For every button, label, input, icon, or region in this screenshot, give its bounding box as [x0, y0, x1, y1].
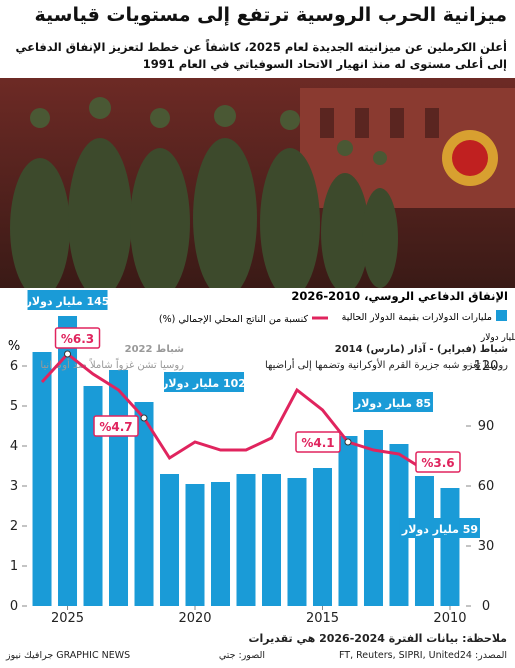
y-tick-label: 3 [10, 479, 18, 494]
value-label-bg [27, 290, 108, 310]
legend-swatch [496, 310, 507, 321]
line [40, 351, 451, 472]
bar [389, 444, 409, 606]
y-tick-label: 4 [10, 439, 18, 454]
bar [287, 478, 307, 606]
bar [363, 430, 383, 606]
value-label: 59 مليار دولار [401, 523, 478, 536]
bar [414, 476, 434, 606]
bar [440, 488, 460, 606]
y-tick-label: 5 [10, 399, 18, 414]
photo-credit: الصور: جتي [218, 650, 265, 661]
bar [109, 370, 129, 606]
subtitle: إلى أعلى مستوى له منذ انهيار الاتحاد الس… [142, 57, 507, 71]
value-label-bg [93, 415, 139, 437]
y2-tick-label: 30 [478, 539, 495, 554]
value-label: 145 مليار دولار [25, 295, 110, 308]
x-tick-label: 2020 [178, 611, 211, 626]
x-tick-label: 2010 [433, 611, 466, 626]
bar [236, 474, 256, 606]
value-label: 85 مليار دولار [354, 397, 431, 410]
y2-tick-label: 0 [482, 599, 490, 614]
bar [338, 436, 358, 606]
note: ملاحظة: بيانات الفترة 2024-2026 هي تقدير… [248, 632, 507, 645]
y-tick-label: 6 [10, 359, 18, 374]
photo [0, 78, 515, 288]
subtitle: أعلن الكرملين عن ميزانيته الجديدة لعام 2… [15, 40, 507, 54]
value-label: %6.3 [61, 332, 94, 346]
point [64, 350, 72, 358]
value-label-bg [399, 518, 480, 538]
bar [160, 474, 180, 606]
y-axis-label: % [8, 339, 20, 354]
legend-title: الإنفاق الدفاعي الروسي، 2010-2026 [291, 289, 508, 304]
legend-label: مليارات الدولارات بقيمة الدولار الحالية [342, 312, 492, 323]
bar [261, 474, 281, 606]
value-label-bg [352, 392, 433, 412]
x-tick-label: 2015 [306, 611, 339, 626]
source: المصدر: FT, Reuters, SIPRI, United24 [338, 650, 507, 661]
value-label: %4.7 [99, 420, 132, 434]
legend-label: كنسبة من الناتج المحلي الإجمالي (%) [159, 314, 309, 325]
y2-tick-label: 90 [478, 419, 495, 434]
annotation-text: روسيا تغزو شبه جزيرة القرم الأوكرانية وت… [265, 358, 508, 371]
x-tick-label: 2025 [51, 611, 84, 626]
y2-tick-label: 120 [474, 359, 499, 374]
bar [83, 386, 103, 606]
value-label-bg [164, 372, 245, 392]
value-label-bg [295, 431, 341, 453]
point [344, 438, 352, 446]
bar [185, 484, 205, 606]
credit: GRAPHIC NEWS جرافيك نيوز [6, 650, 131, 661]
bar [312, 468, 332, 606]
bar [134, 402, 154, 606]
annotation-title: شباط (فبراير) - آذار (مارس) 2014 [335, 342, 508, 355]
value-label: 102 مليار دولار [161, 377, 246, 390]
bar [32, 352, 52, 606]
y-tick-label: 1 [10, 559, 18, 574]
value-label: %3.6 [421, 456, 454, 470]
annotation-title: شباط 2022 [125, 344, 185, 355]
bar [58, 316, 78, 606]
value-label-bg [54, 327, 101, 349]
y-tick-label: 0 [10, 599, 18, 614]
y2-axis-label: مليار دولار [480, 333, 515, 343]
y2-tick-label: 60 [478, 479, 495, 494]
title: ميزانية الحرب الروسية ترتفع إلى مستويات … [34, 4, 507, 26]
value-label: %4.1 [301, 436, 334, 450]
bar [211, 482, 231, 606]
point [140, 414, 148, 422]
value-label-bg [415, 451, 461, 473]
y-tick-label: 2 [10, 519, 18, 534]
